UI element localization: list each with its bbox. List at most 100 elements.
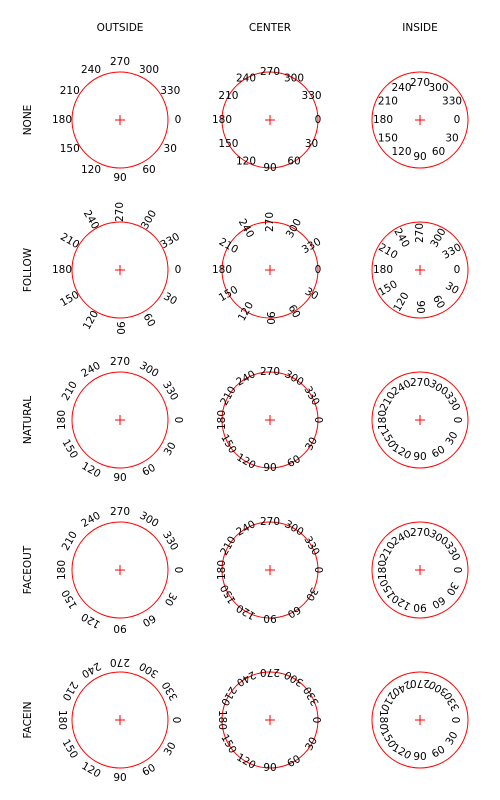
angle-label-30: 30 (161, 290, 179, 307)
angle-label-150: 150 (217, 284, 240, 304)
angle-label-300: 300 (428, 82, 448, 94)
angle-label-90: 90 (413, 451, 426, 463)
angle-label-0: 0 (451, 567, 463, 574)
ring-circle (371, 671, 469, 769)
angle-label-0: 0 (454, 264, 461, 276)
ring-circle (71, 671, 169, 769)
angle-label-240: 240 (236, 217, 256, 240)
ring-circle (371, 521, 469, 619)
angle-label-240: 240 (81, 64, 101, 76)
angle-label-30: 30 (303, 585, 320, 603)
angle-label-300: 300 (282, 668, 305, 688)
angle-label-60: 60 (285, 753, 303, 770)
angle-label-60: 60 (430, 594, 448, 611)
angle-label-270: 270 (410, 527, 430, 539)
ring-circle (71, 371, 169, 469)
angle-label-240: 240 (391, 226, 411, 249)
angle-label-0: 0 (172, 417, 184, 424)
angle-label-330: 330 (159, 231, 182, 251)
angle-label-60: 60 (430, 444, 448, 461)
angle-label-30: 30 (162, 590, 179, 608)
angle-label-30: 30 (162, 740, 179, 758)
angle-label-180: 180 (377, 410, 389, 430)
center-cross-mark (265, 715, 275, 725)
angle-label-270: 270 (410, 377, 430, 389)
ring-circle (371, 71, 469, 169)
angle-label-180: 180 (56, 410, 68, 430)
angle-label-0: 0 (315, 264, 322, 276)
angle-label-90: 90 (263, 162, 276, 174)
angle-label-90: 90 (114, 321, 126, 334)
angle-label-90: 90 (113, 472, 126, 484)
angle-label-60: 60 (430, 744, 448, 761)
angle-label-210: 210 (218, 684, 238, 707)
angle-label-90: 90 (113, 172, 126, 184)
angle-label-30: 30 (162, 440, 179, 458)
ring-circle (221, 371, 319, 469)
row-header-facein: FACEIN (22, 702, 34, 739)
ring-circle (71, 71, 169, 169)
column-headers: OUTSIDE CENTER INSIDE (97, 22, 438, 34)
angle-label-270: 270 (110, 356, 130, 368)
angle-label-300: 300 (139, 208, 159, 231)
angle-label-0: 0 (175, 114, 182, 126)
angle-label-330: 330 (301, 534, 321, 557)
angle-label-0: 0 (312, 567, 324, 574)
angle-label-270: 270 (260, 66, 280, 78)
angle-label-270: 270 (260, 666, 280, 678)
angle-label-30: 30 (445, 133, 458, 145)
angle-label-300: 300 (284, 217, 304, 240)
angle-label-120: 120 (234, 451, 257, 471)
center-cross-mark (115, 715, 125, 725)
angle-label-150: 150 (218, 732, 238, 755)
angle-label-270: 270 (410, 77, 430, 89)
angle-label-120: 120 (236, 300, 256, 323)
angle-label-0: 0 (454, 114, 461, 126)
angle-label-180: 180 (212, 264, 232, 276)
angle-label-240: 240 (81, 208, 101, 231)
angle-label-90: 90 (414, 300, 426, 313)
angle-label-300: 300 (139, 64, 159, 76)
angle-label-210: 210 (218, 90, 238, 102)
angle-label-90: 90 (263, 612, 276, 624)
angle-label-330: 330 (301, 684, 321, 707)
angle-label-270: 270 (260, 366, 280, 378)
angle-label-180: 180 (216, 560, 228, 580)
angle-label-330: 330 (301, 384, 321, 407)
center-cross-mark (265, 565, 275, 575)
angle-label-150: 150 (376, 278, 399, 298)
ring-circle (371, 371, 469, 469)
column-header-center: CENTER (249, 22, 291, 34)
angle-label-300: 300 (282, 368, 305, 388)
angle-label-120: 120 (391, 290, 411, 313)
angle-label-0: 0 (312, 717, 324, 724)
angle-label-0: 0 (315, 114, 322, 126)
angle-label-30: 30 (164, 143, 177, 155)
center-cross-mark (415, 115, 425, 125)
angle-label-60: 60 (285, 603, 303, 620)
angle-label-60: 60 (285, 453, 303, 470)
angle-label-60: 60 (142, 164, 155, 176)
angle-label-330: 330 (300, 236, 323, 256)
angle-label-180: 180 (373, 114, 393, 126)
angle-label-150: 150 (58, 289, 81, 309)
angle-label-120: 120 (81, 309, 101, 332)
angle-label-180: 180 (56, 710, 68, 730)
row-header-faceout: FACEOUT (22, 545, 34, 594)
angle-label-270: 270 (414, 223, 426, 243)
ring-circle (371, 221, 469, 319)
center-cross-mark (265, 115, 275, 125)
angle-label-270: 270 (264, 212, 276, 232)
angle-label-210: 210 (218, 384, 238, 407)
row-header-natural: NATURAL (22, 396, 34, 444)
angle-label-330: 330 (442, 540, 462, 563)
row-header-none: NONE (22, 105, 34, 136)
angle-label-0: 0 (175, 264, 182, 276)
